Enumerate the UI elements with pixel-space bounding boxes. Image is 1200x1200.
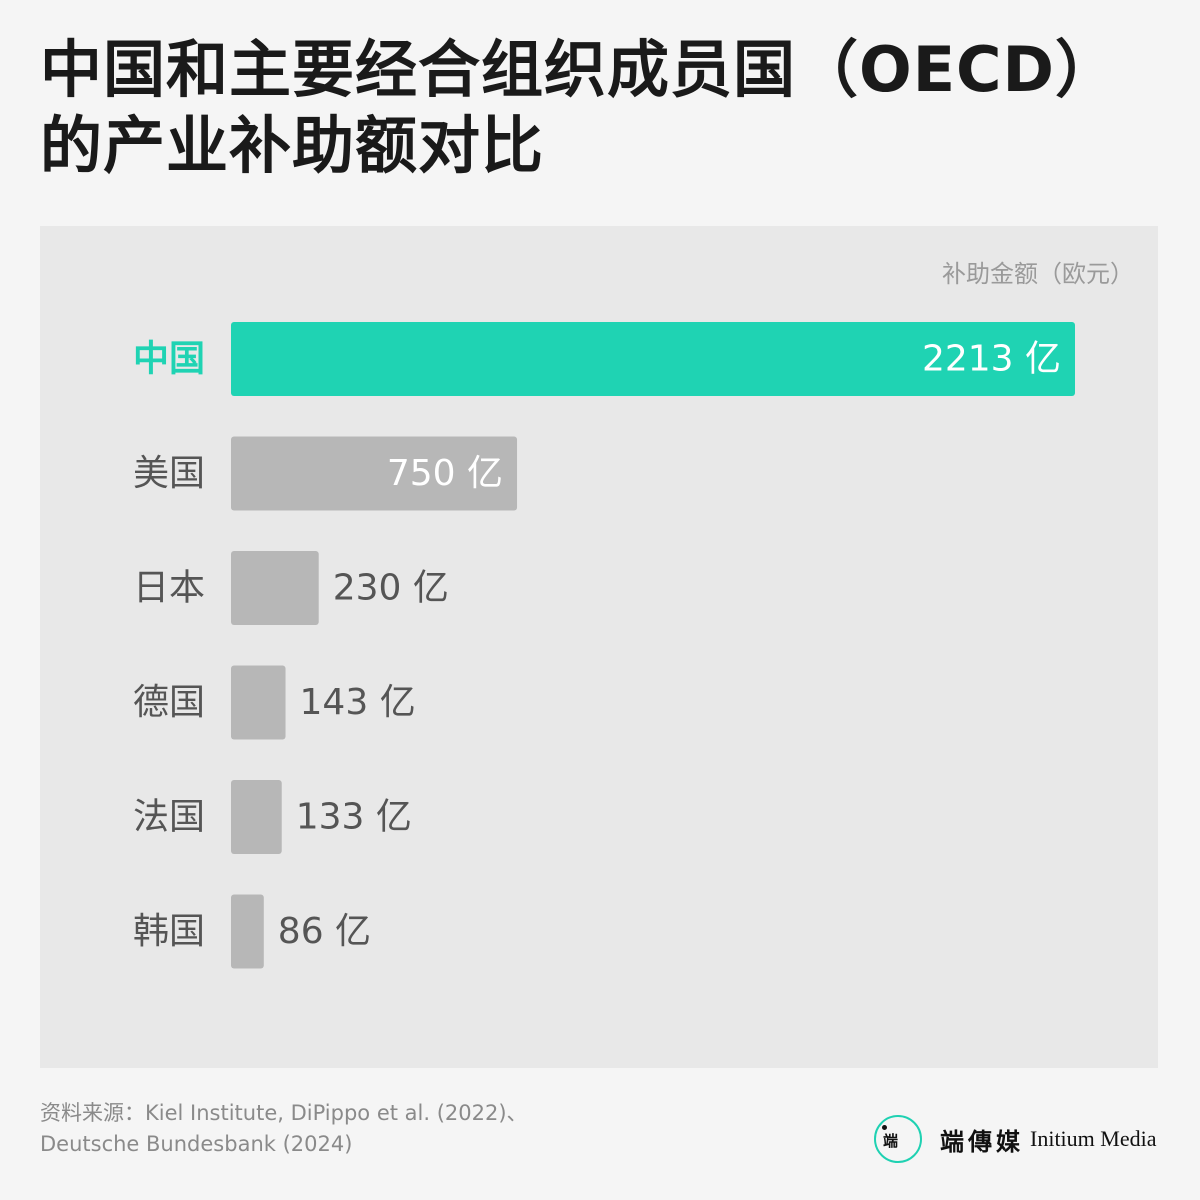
bar-chart: 中国 2213 亿美国 750 亿日本 230 亿德国 143 亿法国 133 亿韩国 86… — [133, 322, 1075, 969]
data-label: 133 亿 — [296, 797, 412, 838]
unit-label: 补助金额（欧元） — [942, 260, 1134, 288]
data-label: 2213 亿 — [922, 339, 1061, 380]
category-label: 德国 — [133, 682, 205, 723]
brand-name-cn: 端傳媒 — [940, 1126, 1024, 1156]
bar — [231, 322, 1075, 396]
data-label: 750 亿 — [387, 453, 503, 494]
chart-title: 中国和主要经合组织成员国（OECD） 的产业补助额对比 — [40, 32, 1160, 184]
category-label: 中国 — [133, 339, 205, 380]
bar — [231, 894, 264, 969]
bar — [231, 780, 282, 854]
bar — [231, 665, 286, 740]
chart-title-line-1: 中国和主要经合组织成员国（OECD） — [40, 33, 1119, 106]
category-label: 法国 — [133, 797, 205, 838]
data-label: 230 亿 — [333, 568, 449, 609]
brand: 端 端傳媒 Initium Media — [874, 1112, 1156, 1166]
chart-title-line-2: 的产业补助额对比 — [40, 109, 545, 182]
data-label: 143 亿 — [300, 682, 416, 723]
brand-name-en: Initium Media — [1030, 1126, 1157, 1151]
bar — [231, 436, 518, 511]
source-line-2: Deutsche Bundesbank (2024) — [40, 1132, 353, 1156]
source-note: 资料来源：Kiel Institute, DiPippo et al. (202… — [40, 1098, 528, 1160]
chart-panel: 补助金额（欧元） 中国 2213 亿美国 750 亿日本 230 亿德国 143 亿法国… — [40, 226, 1158, 1068]
source-line-1: 资料来源：Kiel Institute, DiPippo et al. (202… — [40, 1101, 528, 1125]
category-label: 日本 — [133, 568, 205, 609]
category-label: 美国 — [133, 453, 205, 494]
data-label: 86 亿 — [278, 911, 371, 952]
bar — [231, 551, 319, 625]
category-label: 韩国 — [133, 911, 205, 952]
initium-logo-icon: 端 — [874, 1115, 922, 1163]
